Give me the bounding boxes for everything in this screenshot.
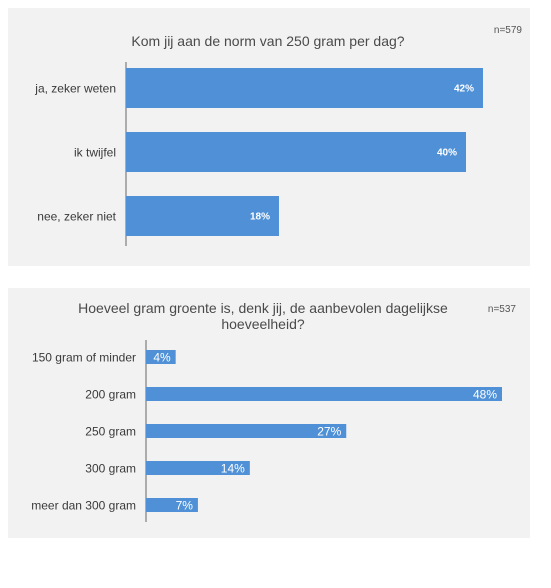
- data-label: 18%: [250, 212, 270, 223]
- bar-chart-amount: 150 gram of minder 4% 200 gram 48% 250 gram 2…: [31, 340, 502, 522]
- bar-chart-norm: ja, zeker weten 42% ik twijfel 40% nee, zeke…: [34, 62, 483, 246]
- data-label: 42%: [454, 84, 474, 95]
- bar: [146, 387, 502, 401]
- bar: [146, 461, 250, 475]
- data-label: 7%: [176, 498, 194, 512]
- category-label: nee, zeker niet: [37, 209, 116, 223]
- bar: [146, 424, 347, 438]
- category-label: 250 gram: [85, 424, 136, 438]
- chart-panel-norm: Kom jij aan de norm van 250 gram per dag…: [8, 8, 530, 266]
- bar: [126, 132, 466, 172]
- bar: [146, 350, 176, 364]
- category-label: 300 gram: [85, 461, 136, 475]
- data-label: 4%: [153, 350, 171, 364]
- bar: [126, 68, 483, 108]
- data-label: 27%: [317, 424, 341, 438]
- sample-size: n=579: [493, 25, 522, 36]
- chart-title: Hoeveel gram groente is, denk jij, de aa…: [78, 300, 448, 332]
- category-label: ik twijfel: [74, 145, 116, 159]
- sample-size: n=537: [487, 304, 516, 315]
- category-label: 150 gram of minder: [32, 350, 136, 364]
- bar: [126, 196, 279, 236]
- data-label: 48%: [473, 387, 497, 401]
- data-label: 14%: [221, 461, 245, 475]
- chart-panel-amount: Hoeveel gram groente is, denk jij, de aa…: [8, 288, 530, 538]
- bar: [146, 498, 198, 512]
- category-label: meer dan 300 gram: [31, 498, 136, 512]
- category-label: 200 gram: [85, 387, 136, 401]
- chart-title: Kom jij aan de norm van 250 gram per dag…: [131, 33, 405, 49]
- category-label: ja, zeker weten: [34, 81, 116, 95]
- data-label: 40%: [437, 148, 457, 159]
